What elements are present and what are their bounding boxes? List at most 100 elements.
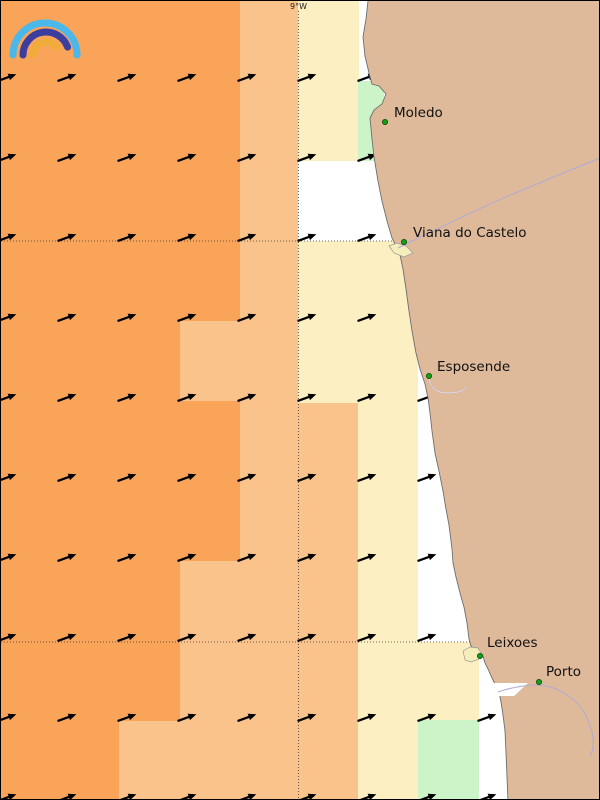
wind-arrow-shaft [357,315,371,323]
wind-arrow [1,633,17,643]
wind-arrow-shaft [417,715,431,723]
wind-arrow-head [487,793,497,799]
city-dot-viana-do-castelo [400,238,407,245]
wind-arrow-shaft [297,395,311,403]
logo-arc-indigo [19,28,72,59]
wind-arrow-head [247,473,257,481]
wind-arrow-head [367,473,377,481]
wind-arrow-shaft [1,235,11,243]
wind-arrow [57,313,77,323]
wind-arrow-head [307,233,317,241]
wind-arrow-shaft [177,155,191,163]
wind-arrow [177,793,197,799]
wind-arrow-shaft [117,395,131,403]
wind-arrow [297,473,317,483]
wind-arrow-head [247,73,257,81]
wind-arrow [57,793,77,799]
wind-arrow-shaft [1,395,11,403]
wind-arrow [117,793,137,799]
wind-arrow-head [127,233,137,241]
city-label-moledo: Moledo [394,105,443,121]
wind-arrow-shaft [357,155,371,163]
wind-arrow-shaft [57,75,71,83]
logo-arc-yellow [29,38,61,59]
wind-arrow [477,713,497,723]
estuary-viana-inlet [388,242,414,258]
wind-arrow-head [187,713,197,721]
wind-arrow-head [307,73,317,81]
wind-arrow-head [7,793,17,799]
wind-arrow [297,713,317,723]
wind-arrow-shaft [237,315,251,323]
wind-arrow [357,473,377,483]
wind-arrow-head [367,233,377,241]
wind-arrow [417,793,437,799]
wind-arrow-head [307,313,317,321]
city-dot-esposende [425,372,432,379]
wind-arrow-head [7,633,17,641]
meridian-label: 9°W [290,2,307,11]
wind-arrow [237,633,257,643]
wind-arrow-head [187,153,197,161]
wind-arrow [357,633,377,643]
wind-arrow [117,553,137,563]
wind-arrow-head [67,553,77,561]
wind-arrow-shaft [1,315,11,323]
wind-arrow-shaft [297,315,311,323]
wind-arrow-shaft [1,555,11,563]
wind-arrow-head [67,313,77,321]
wind-arrow-shaft [117,75,131,83]
wind-arrow-head [7,393,17,401]
wind-arrow-head [127,73,137,81]
wind-speed-cell-moderate [180,561,240,721]
wind-arrow [237,793,257,799]
wind-arrow [357,313,377,323]
wind-arrow-head [187,73,197,81]
wind-arrow-shaft [1,795,11,799]
wind-arrow-shaft [177,635,191,643]
wind-arrow-head [187,233,197,241]
wind-arrow-shaft [117,555,131,563]
wind-arrow-head [67,473,77,481]
wind-arrow-head [7,313,17,321]
wind-arrow-head [487,713,497,721]
wind-arrow [177,553,197,563]
wind-arrow [357,393,377,403]
wind-arrow [237,473,257,483]
wind-arrow-shaft [417,475,431,483]
wind-arrow-head [127,473,137,481]
wind-arrow [1,393,17,403]
wind-arrow [117,153,137,163]
wind-arrow-shaft [57,795,71,799]
wind-arrow [417,713,437,723]
wind-arrow [357,793,377,799]
wind-arrow-head [127,713,137,721]
wind-arrow [57,713,77,723]
wind-arrow-shaft [57,635,71,643]
wind-arrow-shaft [357,715,371,723]
wind-arrow [237,73,257,83]
wind-speed-cell-moderate [180,321,240,401]
wind-arrow-head [367,793,377,799]
wind-arrow [1,713,17,723]
city-label-viana-do-castelo: Viana do Castelo [413,225,527,241]
wind-arrow-head [427,473,437,481]
wind-arrow-shaft [297,795,311,799]
wind-arrow [477,793,497,799]
wind-arrow-shaft [117,235,131,243]
wind-arrow [117,73,137,83]
wind-arrow [237,713,257,723]
wind-arrow-shaft [477,715,491,723]
wind-arrow-shaft [477,795,491,799]
wind-arrow-shaft [357,395,371,403]
wind-arrow-head [67,713,77,721]
wind-arrow-shaft [297,635,311,643]
wind-arrow-head [67,233,77,241]
wind-speed-cell-moderate [119,721,240,799]
wind-arrow-head [367,633,377,641]
wind-arrow [417,473,437,483]
river-lima [397,158,599,249]
wind-arrow [117,473,137,483]
wind-arrow-shaft [1,475,11,483]
